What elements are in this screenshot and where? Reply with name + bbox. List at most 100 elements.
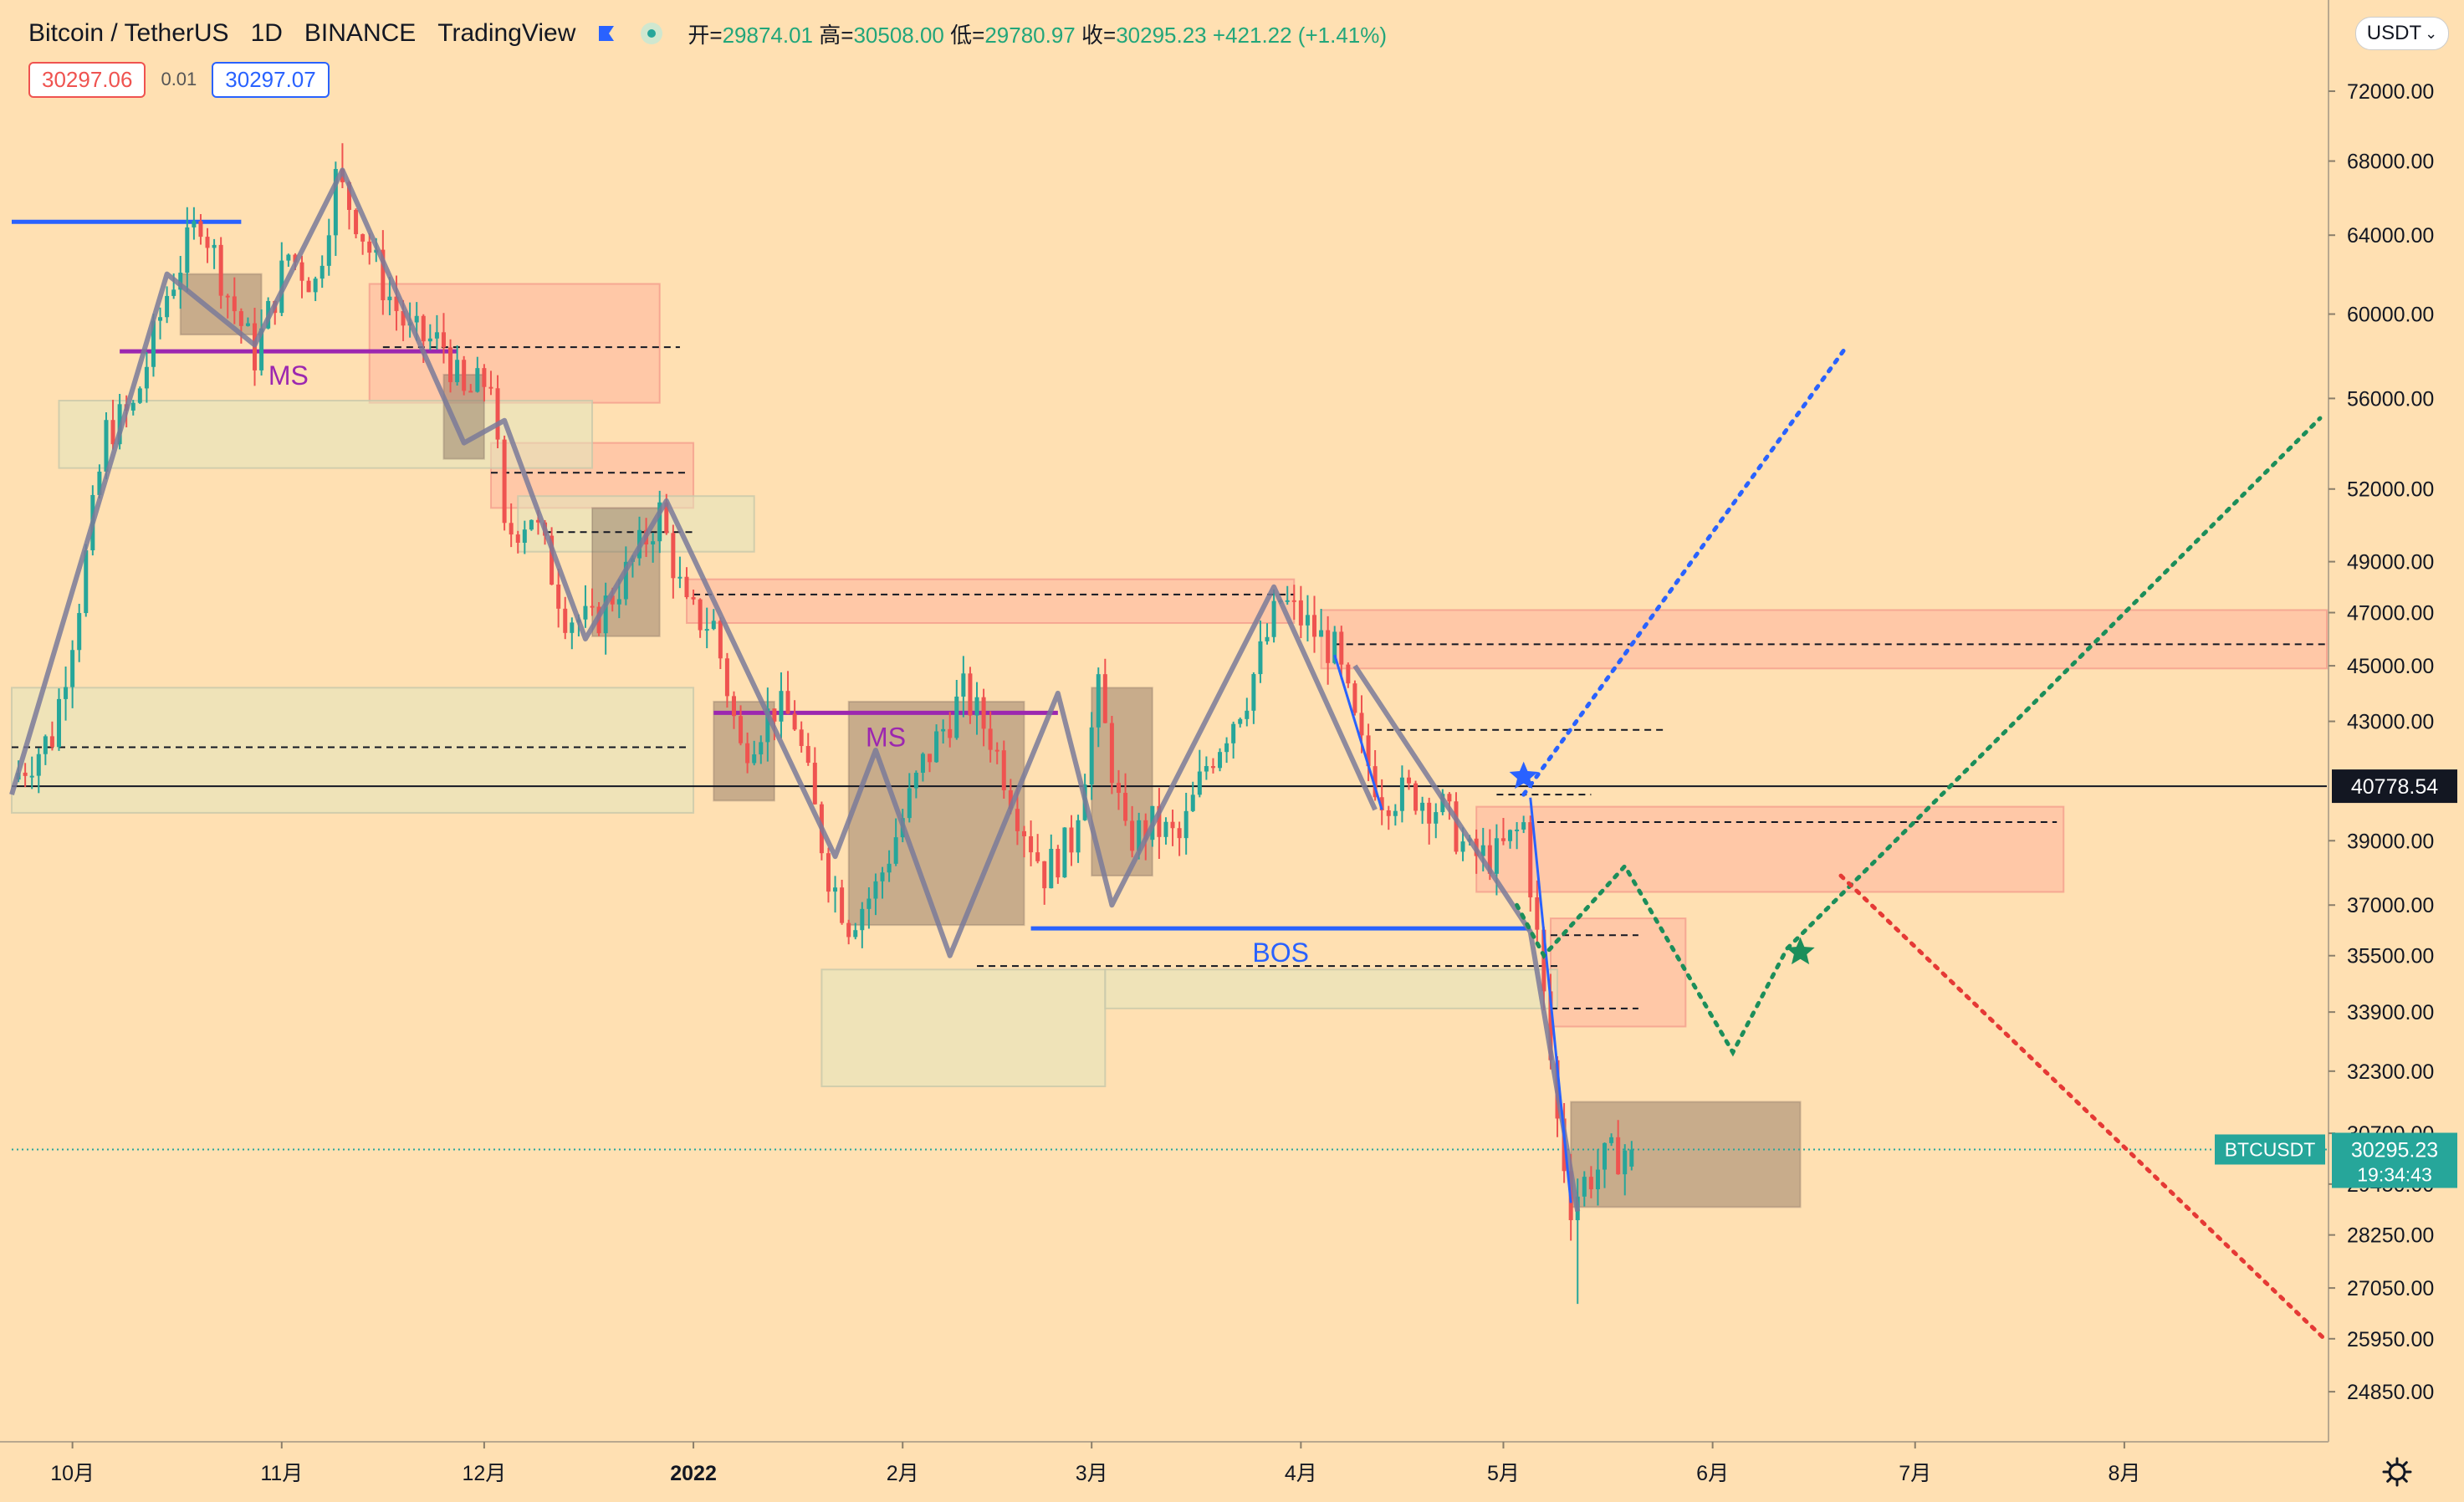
candle: [1535, 880, 1540, 947]
candle-body: [441, 332, 446, 348]
y-tick-label: 52000.00: [2347, 478, 2434, 502]
candle: [110, 400, 115, 450]
candle-body: [772, 708, 777, 722]
projections-layer: [1515, 343, 2329, 1344]
low-label: 低=: [950, 22, 985, 48]
candle-body: [70, 650, 75, 687]
y-tick-label: 37000.00: [2347, 894, 2434, 917]
candle-body: [1595, 1169, 1600, 1190]
y-tick-label: 27050.00: [2347, 1277, 2434, 1300]
candle-body: [1109, 723, 1114, 784]
y-tick-label: 25950.00: [2347, 1328, 2434, 1351]
candle-body: [49, 736, 54, 748]
horizontal-lines-layer: [12, 219, 2327, 1151]
candle: [805, 733, 810, 766]
candle: [1595, 1148, 1600, 1206]
candle: [1366, 723, 1371, 782]
candle: [671, 524, 676, 599]
candle: [455, 345, 460, 386]
candle-body: [225, 295, 230, 298]
symbol-name[interactable]: Bitcoin / TetherUS: [28, 19, 229, 47]
flag-icon[interactable]: [597, 24, 616, 43]
x-tick-label: 2022: [670, 1462, 717, 1485]
candle: [1238, 717, 1243, 728]
candle-body: [1298, 600, 1303, 626]
candle-body: [1096, 674, 1101, 728]
candle: [873, 873, 878, 916]
candle: [165, 286, 170, 324]
candle: [441, 313, 446, 364]
candle: [1528, 815, 1533, 912]
buy-price-button[interactable]: 30297.07: [212, 61, 330, 98]
candle: [245, 317, 250, 327]
candle-body: [860, 908, 865, 931]
candle-body: [1346, 664, 1351, 684]
candle: [759, 735, 764, 764]
candle-body: [165, 295, 170, 318]
spread-value: 0.01: [161, 69, 197, 89]
candle-body: [799, 729, 804, 747]
open-value: 29874.01: [722, 22, 814, 48]
candle: [509, 503, 514, 548]
candle-body: [590, 605, 595, 608]
candle: [1616, 1120, 1621, 1175]
candle-body: [853, 930, 858, 937]
candle: [718, 617, 723, 670]
ohlc-values: 开=29874.01 高=30508.00 低=29780.97 收=30295…: [688, 18, 1387, 49]
candle-body: [833, 887, 838, 892]
symbol-tag-label: BTCUSDT: [2225, 1138, 2316, 1160]
candle-body: [974, 697, 979, 716]
sell-price-button[interactable]: 30297.06: [28, 61, 146, 98]
candle: [765, 687, 770, 762]
candle-body: [326, 235, 331, 266]
candle-body: [1427, 802, 1432, 824]
candle-body: [981, 697, 986, 729]
candle-body: [414, 315, 419, 323]
candle: [1163, 817, 1168, 845]
candle: [1413, 780, 1419, 815]
market-status-icon[interactable]: [641, 23, 663, 44]
demand-zone: [517, 495, 755, 553]
y-tick-label: 35500.00: [2347, 945, 2434, 968]
candle: [313, 276, 318, 302]
candle-body: [185, 227, 190, 273]
candle: [1001, 740, 1006, 800]
candle-body: [1163, 821, 1168, 837]
candle-body: [1204, 766, 1209, 772]
candle-body: [698, 599, 703, 631]
candle-body: [1265, 636, 1270, 641]
candle: [56, 688, 61, 751]
candle-body: [1251, 674, 1256, 711]
candle: [144, 351, 149, 403]
candle-body: [1379, 797, 1384, 810]
candle: [833, 876, 838, 913]
candle-body: [1366, 735, 1371, 767]
candle-body: [333, 169, 338, 236]
candle: [394, 275, 399, 331]
settings-gear-icon[interactable]: [2380, 1455, 2414, 1489]
candle-body: [1062, 827, 1067, 878]
supply-zone: [1320, 609, 2328, 670]
candle: [711, 609, 716, 631]
candle: [994, 742, 999, 764]
candle: [1157, 788, 1162, 859]
candle-body: [218, 244, 223, 296]
candle: [104, 411, 109, 480]
candle-body: [299, 262, 304, 281]
candle-body: [522, 529, 527, 543]
close-value: 30295.23: [1116, 22, 1207, 48]
candle: [70, 640, 75, 708]
candle-body: [1116, 783, 1121, 794]
currency-selector[interactable]: USDT ⌄: [2355, 17, 2449, 50]
candle-body: [151, 320, 156, 367]
candle-body: [495, 388, 500, 440]
candle-body: [934, 731, 939, 763]
demand-zone: [820, 968, 1107, 1088]
candle: [158, 307, 163, 340]
interval-label[interactable]: 1D: [250, 19, 283, 47]
candle-body: [64, 687, 69, 699]
x-tick-label: 6月: [1696, 1462, 1729, 1485]
candle: [1218, 748, 1223, 772]
y-tick-label: 45000.00: [2347, 655, 2434, 678]
